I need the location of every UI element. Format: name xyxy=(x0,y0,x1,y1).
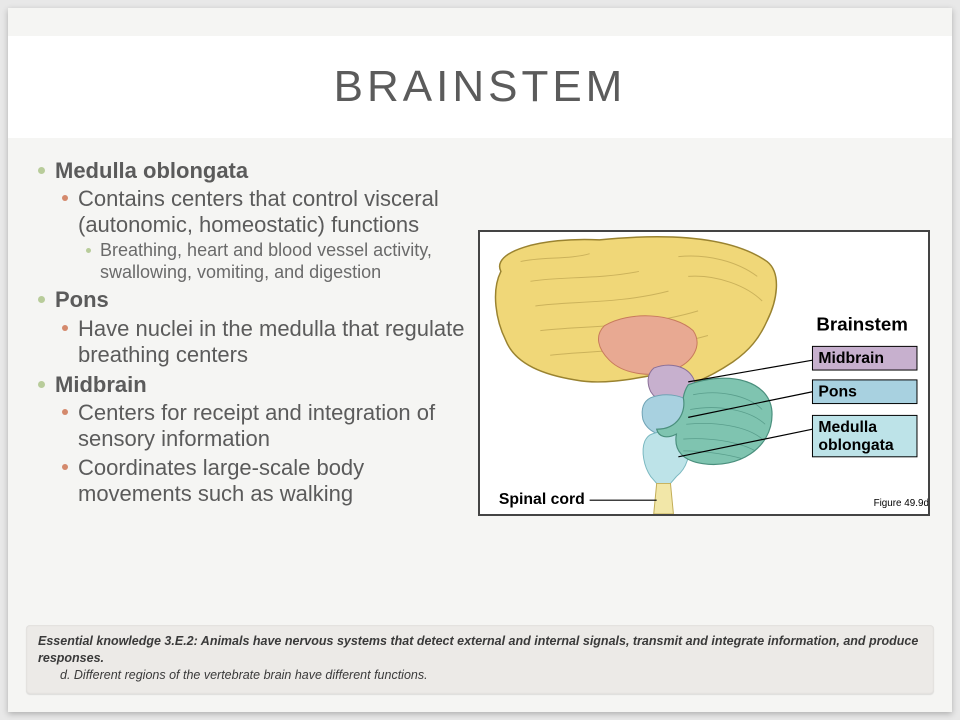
footer-sub: d. Different regions of the vertebrate b… xyxy=(60,667,922,684)
footer-main: Essential knowledge 3.E.2: Animals have … xyxy=(38,634,918,665)
list-item: Breathing, heart and blood vessel activi… xyxy=(86,240,468,283)
list-item: Medulla oblongata Contains centers that … xyxy=(38,158,468,283)
slide: BRAINSTEM Medulla oblongata Contains cen… xyxy=(8,8,952,712)
legend-label: Midbrain xyxy=(818,350,884,367)
bullet-icon xyxy=(62,464,68,470)
legend-label: Pons xyxy=(818,384,857,401)
bullet-icon xyxy=(62,409,68,415)
bullet-label: Coordinates large-scale body movements s… xyxy=(78,455,468,507)
spinal-cord-shape xyxy=(654,483,674,514)
bullet-label: Have nuclei in the medulla that regulate… xyxy=(78,316,468,368)
bullet-content: Medulla oblongata Contains centers that … xyxy=(38,158,468,511)
list-item: Coordinates large-scale body movements s… xyxy=(62,455,468,507)
bullet-icon xyxy=(38,167,45,174)
bullet-label: Centers for receipt and integration of s… xyxy=(78,400,468,452)
bullet-label: Contains centers that control visceral (… xyxy=(78,186,468,238)
page-title: BRAINSTEM xyxy=(334,62,627,112)
footer-note: Essential knowledge 3.E.2: Animals have … xyxy=(26,625,934,694)
bullet-icon xyxy=(62,325,68,331)
list-item: Midbrain Centers for receipt and integra… xyxy=(38,372,468,507)
brain-diagram: Brainstem Midbrain Pons Medulla oblongat… xyxy=(478,230,930,516)
legend-title: Brainstem xyxy=(816,314,908,335)
title-band: BRAINSTEM xyxy=(8,36,952,138)
figure-ref: Figure 49.9d xyxy=(874,498,928,509)
bullet-icon xyxy=(38,296,45,303)
spinal-label: Spinal cord xyxy=(499,491,585,508)
bullet-icon xyxy=(38,381,45,388)
list-item: Pons Have nuclei in the medulla that reg… xyxy=(38,287,468,367)
legend-label: oblongata xyxy=(818,437,894,454)
list-item: Contains centers that control visceral (… xyxy=(62,186,468,283)
bullet-icon xyxy=(62,195,68,201)
legend-label: Medulla xyxy=(818,419,877,436)
bullet-label: Midbrain xyxy=(55,372,147,398)
bullet-label: Breathing, heart and blood vessel activi… xyxy=(100,240,468,283)
bullet-label: Pons xyxy=(55,287,109,313)
bullet-label: Medulla oblongata xyxy=(55,158,248,184)
list-item: Have nuclei in the medulla that regulate… xyxy=(62,316,468,368)
bullet-icon xyxy=(86,248,91,253)
list-item: Centers for receipt and integration of s… xyxy=(62,400,468,452)
